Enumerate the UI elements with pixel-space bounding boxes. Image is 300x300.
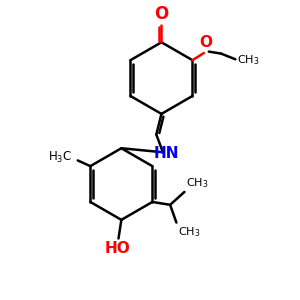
Text: CH$_3$: CH$_3$ (178, 225, 200, 239)
Text: CH$_3$: CH$_3$ (186, 177, 208, 190)
Text: O: O (154, 5, 169, 23)
Text: HO: HO (104, 241, 130, 256)
Text: H$_3$C: H$_3$C (49, 150, 73, 165)
Text: O: O (199, 35, 212, 50)
Text: HN: HN (153, 146, 179, 160)
Text: CH$_3$: CH$_3$ (237, 53, 259, 67)
